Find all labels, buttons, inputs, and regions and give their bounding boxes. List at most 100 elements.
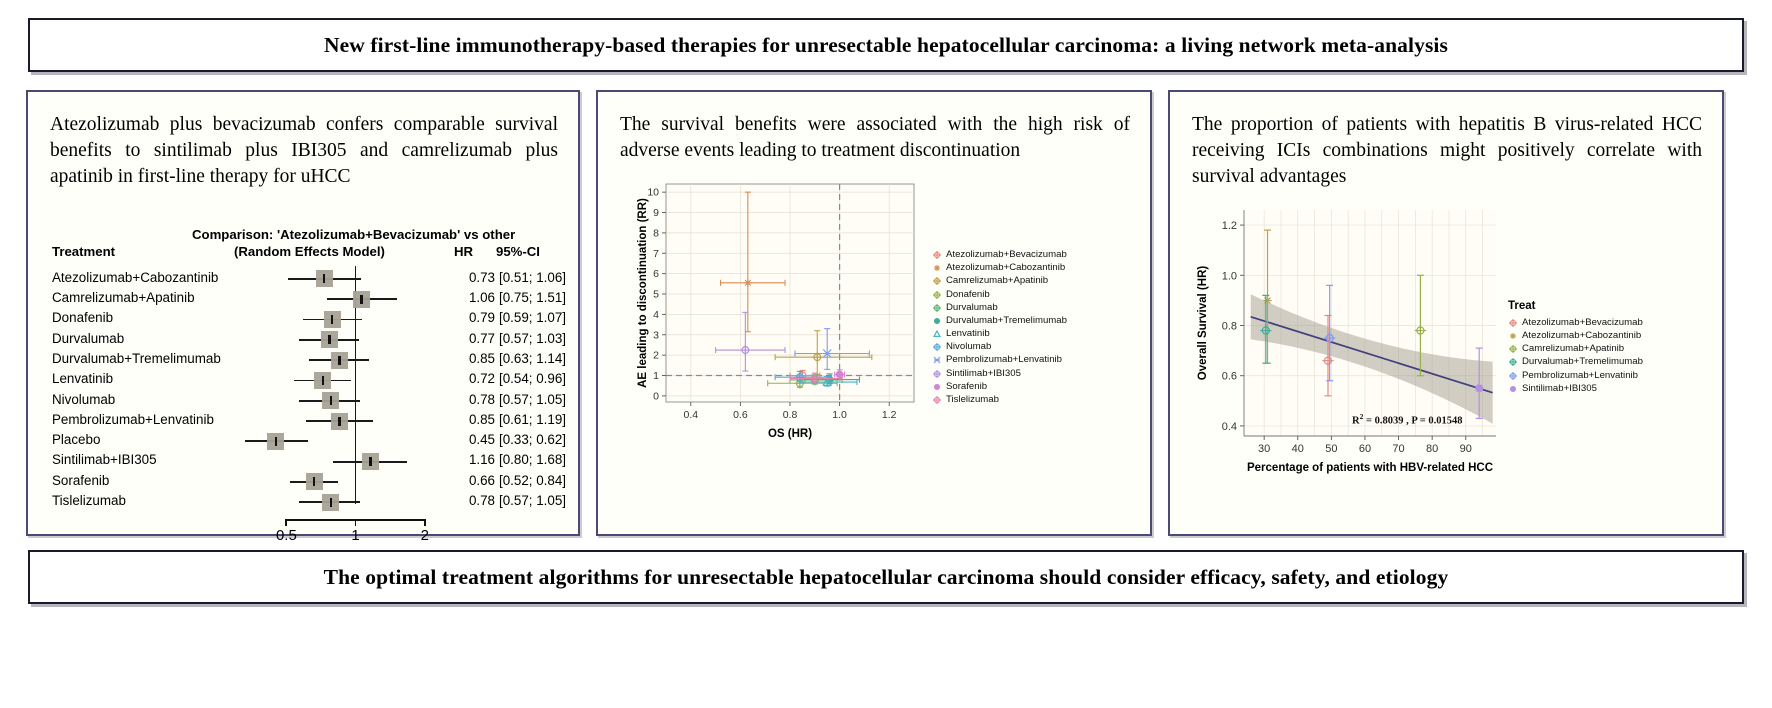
legend-title: Treat <box>1508 299 1536 312</box>
legend-swatch-icon <box>932 303 942 312</box>
scatter-point-group <box>794 327 870 370</box>
forest-plot-area <box>244 265 445 514</box>
legend-item[interactable]: Sintilimab+IBI305 <box>932 367 1067 380</box>
legend-marker <box>1509 385 1517 392</box>
legend-item[interactable]: Atezolizumab+Bevacizumab <box>1508 316 1643 329</box>
legend-item[interactable]: Atezolizumab+Cabozantinib <box>1508 329 1643 342</box>
panel-row: Atezolizumab plus bevacizumab confers co… <box>26 90 1746 544</box>
legend-item[interactable]: Pembrolizumab+Lenvatinib <box>1508 369 1643 382</box>
x-tick-label: 0.4 <box>683 409 698 421</box>
data-point-marker <box>822 376 833 386</box>
data-point-marker <box>1510 333 1516 340</box>
forest-axis-tick <box>423 519 426 527</box>
legend-swatch-icon <box>932 263 941 272</box>
forest-axis-tick-label: 1 <box>351 527 360 545</box>
legend-item[interactable]: Camrelizumab+Apatinib <box>1508 342 1643 355</box>
legend-label: Sintilimab+IBI305 <box>1522 382 1597 394</box>
table-row: Donafenib 0.79 [0.59; 1.07] <box>44 310 566 330</box>
legend-label: Durvalumab+Tremelimumab <box>946 314 1067 326</box>
top-banner-text: New first-line immunotherapy-based thera… <box>324 32 1448 57</box>
forest-treatment-label: Camrelizumab+Apatinib <box>52 290 195 306</box>
forest-hr-value: 0.72 <box>468 371 495 387</box>
legend-swatch-icon <box>932 355 941 364</box>
data-point-marker <box>933 317 941 324</box>
legend-item[interactable]: Atezolizumab+Bevacizumab <box>932 248 1067 261</box>
x-tick-label: 60 <box>1359 443 1371 455</box>
legend-swatch-icon <box>932 316 941 325</box>
data-point-marker <box>932 329 942 338</box>
legend-label: Pembrolizumab+Lenvatinib <box>946 354 1062 366</box>
data-point-marker <box>1475 383 1484 393</box>
forest-point-estimate <box>321 375 324 385</box>
forest-hr-value: 0.66 <box>468 472 495 488</box>
legend-item[interactable]: Durvalumab+Tremelimumab <box>932 314 1067 327</box>
legend-swatch-icon <box>1508 331 1517 340</box>
forest-row-list: Atezolizumab+Cabozantinib 0.73 [0.51; 1.06… <box>44 269 566 514</box>
panel-ae-os: The survival benefits were associated wi… <box>596 90 1152 536</box>
forest-ci-value: [0.80; 1.68] <box>499 452 567 468</box>
table-row: Tislelizumab 0.78 [0.57; 1.05] <box>44 493 566 513</box>
hbv-os-plot: 0.4 0.6 0.8 1.0 1.2 30 40 50 60 70 80 90 Overall Su… <box>1186 196 1706 496</box>
data-point-marker <box>809 373 821 384</box>
forest-ci-value: [0.57; 1.05] <box>499 391 567 407</box>
forest-ci-value: [0.57; 1.05] <box>499 493 567 509</box>
y-tick-label: 2 <box>653 350 659 362</box>
forest-point-estimate <box>312 477 316 487</box>
legend-item[interactable]: Camrelizumab+Apatinib <box>932 274 1067 287</box>
legend-swatch-icon <box>932 395 942 405</box>
forest-ci-value: [0.61; 1.19] <box>499 411 567 427</box>
legend-marker <box>932 250 942 259</box>
legend-marker <box>1508 345 1518 354</box>
data-point-marker <box>822 348 832 358</box>
forest-null-line <box>354 265 357 505</box>
legend-label: Durvalumab+Tremelimumab <box>1522 356 1643 368</box>
data-point-marker <box>1508 318 1518 327</box>
legend-item[interactable]: Sorafenib <box>932 380 1067 393</box>
legend-item[interactable]: Durvalumab <box>932 301 1067 314</box>
ae-os-svg: 0 1 2 3 4 5 6 7 8 9 10 0.4 0.6 0.8 1.0 1.2 <box>647 183 915 421</box>
legend-swatch-icon <box>1508 344 1518 354</box>
forest-hr-value: 0.85 <box>468 411 495 427</box>
forest-treatment-label: Atezolizumab+Cabozantinib <box>52 269 219 285</box>
legend-item[interactable]: Sintilimab+IBI305 <box>1508 382 1643 395</box>
legend-item[interactable]: Nivolumab <box>932 340 1067 353</box>
legend-marker <box>932 329 942 338</box>
forest-treatment-label: Lenvatinib <box>52 371 114 387</box>
x-tick-label: 90 <box>1460 443 1472 455</box>
legend-swatch-icon <box>932 382 941 391</box>
legend-swatch-icon <box>932 329 942 338</box>
legend-item[interactable]: Donafenib <box>932 287 1067 300</box>
ae-os-legend: Atezolizumab+Bevacizumab Atezolizumab+Cab… <box>932 248 1067 406</box>
legend-item[interactable]: Tislelizumab <box>932 393 1067 406</box>
data-point-marker <box>932 277 942 286</box>
scatter-point-group <box>720 191 786 333</box>
y-tick-label: 5 <box>653 288 659 300</box>
forest-hr-value: 0.78 <box>468 391 495 407</box>
forest-col-hr: HR <box>454 243 474 259</box>
legend-item[interactable]: Durvalumab+Tremelimumab <box>1508 355 1643 368</box>
forest-point-estimate <box>338 355 341 365</box>
forest-point-estimate <box>329 497 332 507</box>
legend-swatch-icon <box>932 290 942 299</box>
forest-point-estimate <box>360 294 363 304</box>
legend-item[interactable]: Lenvatinib <box>932 327 1067 340</box>
data-point-marker <box>1414 324 1427 336</box>
y-tick-label: 4 <box>653 309 659 321</box>
legend-label: Camrelizumab+Apatinib <box>1522 343 1625 355</box>
y-tick-label: 0 <box>653 390 659 402</box>
panel-forest-headline: Atezolizumab plus bevacizumab confers co… <box>50 114 558 187</box>
legend-swatch-icon <box>1508 357 1518 367</box>
legend-item[interactable]: Atezolizumab+Cabozantinib <box>932 261 1067 274</box>
legend-swatch-icon <box>1508 384 1517 393</box>
top-banner: New first-line immunotherapy-based thera… <box>28 18 1744 72</box>
legend-swatch-icon <box>932 342 942 352</box>
y-tick-label: 1.2 <box>1222 220 1237 232</box>
forest-treatment-label: Donafenib <box>52 310 114 326</box>
forest-comparison-title: Comparison: 'Atezolizumab+Bevacizumab' v… <box>192 226 516 242</box>
y-tick-label: 1 <box>653 370 659 382</box>
legend-item[interactable]: Pembrolizumab+Lenvatinib <box>932 353 1067 366</box>
legend-label: Atezolizumab+Cabozantinib <box>946 262 1066 274</box>
forest-hr-value: 0.45 <box>468 432 495 448</box>
legend-swatch-icon <box>932 250 942 259</box>
